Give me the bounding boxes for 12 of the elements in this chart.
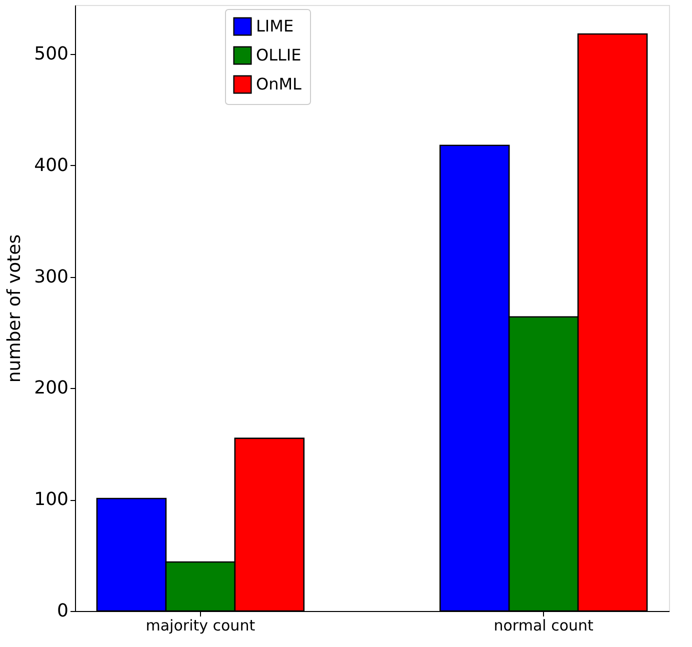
y-tick-label: 200 — [34, 378, 68, 399]
legend-label: OLLIE — [256, 46, 302, 64]
x-tick-label: majority count — [146, 616, 256, 634]
y-tick-label: 300 — [34, 266, 68, 288]
y-tick-label: 100 — [34, 489, 68, 510]
y-tick-label: 400 — [34, 154, 68, 176]
legend-label: LIME — [256, 16, 294, 36]
x-tick-label: normal count — [494, 616, 594, 634]
y-tick-label: 0 — [57, 600, 68, 622]
legend-label: OnML — [256, 74, 302, 94]
y-axis-title: number of votes — [4, 234, 26, 383]
y-tick-label: 500 — [34, 44, 68, 65]
